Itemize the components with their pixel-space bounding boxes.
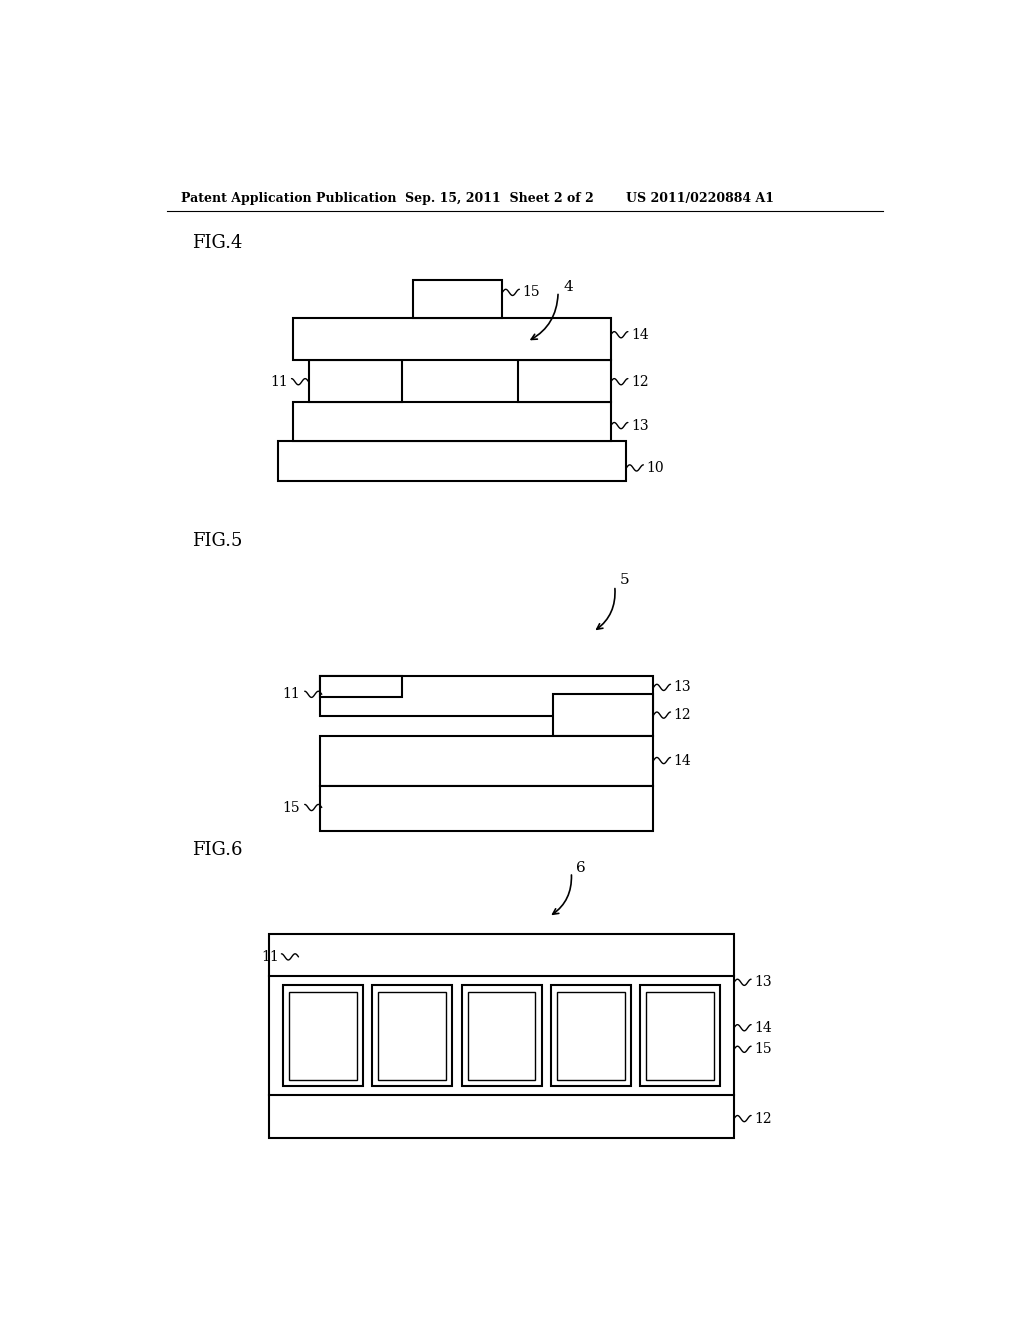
Bar [640,985,720,1086]
Text: FIG.6: FIG.6 [191,841,242,859]
Text: US 2011/0220884 A1: US 2011/0220884 A1 [626,191,773,205]
Bar [321,785,653,830]
Bar [646,991,714,1080]
Bar [518,360,611,403]
Text: FIG.4: FIG.4 [191,234,242,252]
Text: 12: 12 [631,375,648,388]
Text: 15: 15 [522,285,540,300]
Bar [373,985,453,1086]
Text: 13: 13 [631,418,648,433]
Text: 14: 14 [674,754,691,767]
Text: 5: 5 [620,573,629,587]
Bar [551,985,631,1086]
Text: 14: 14 [755,1020,772,1035]
Bar [293,318,611,360]
Text: Sep. 15, 2011  Sheet 2 of 2: Sep. 15, 2011 Sheet 2 of 2 [406,191,594,205]
Text: 4: 4 [563,280,573,294]
Bar [278,441,627,480]
Text: 13: 13 [755,975,772,989]
Bar [557,991,625,1080]
Bar [321,737,653,785]
Text: 11: 11 [261,950,280,964]
Text: 12: 12 [674,708,691,722]
Text: 13: 13 [674,680,691,694]
Text: 10: 10 [646,461,665,475]
Text: 12: 12 [755,1111,772,1126]
Bar [321,676,653,715]
Bar [293,403,611,441]
Text: 15: 15 [283,800,300,814]
Text: 15: 15 [755,1043,772,1056]
Bar [468,991,536,1080]
Text: 6: 6 [575,861,586,875]
Bar [283,985,362,1086]
Bar [379,991,446,1080]
Text: FIG.5: FIG.5 [191,532,242,550]
Bar [308,360,401,403]
Text: Patent Application Publication: Patent Application Publication [180,191,396,205]
Text: 14: 14 [631,327,649,342]
Bar [414,280,503,318]
Bar [462,985,542,1086]
Bar [269,933,734,1138]
Bar [321,676,401,697]
Text: 11: 11 [270,375,289,388]
Text: 11: 11 [283,688,300,701]
Bar [289,991,356,1080]
Bar [553,694,653,737]
